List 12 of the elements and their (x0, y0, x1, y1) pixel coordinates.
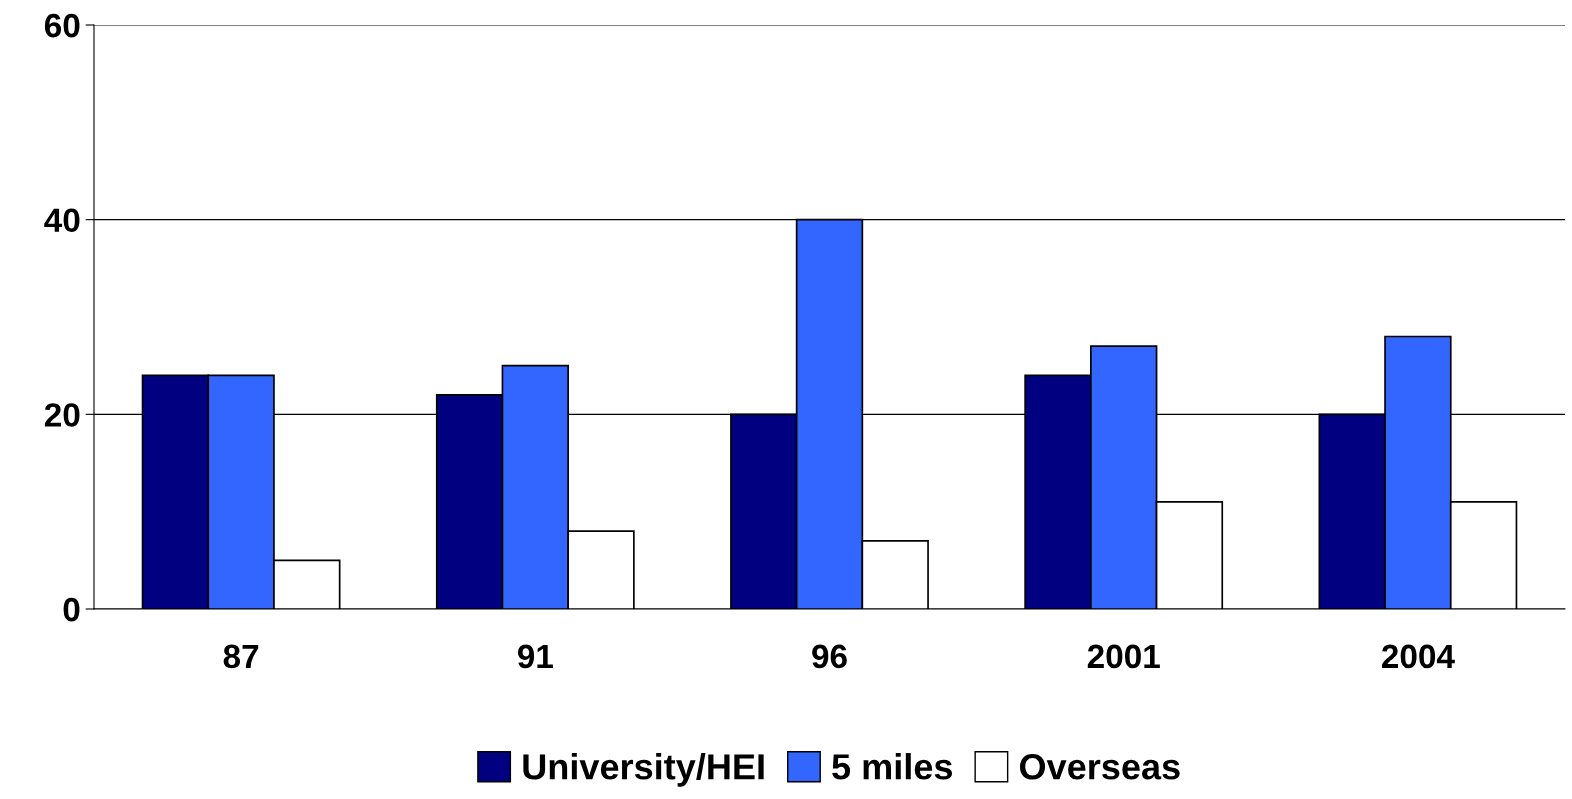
legend-label: University/HEI (523, 753, 764, 787)
x-tick-label: 87 (223, 644, 259, 669)
legend-label: Overseas (1019, 754, 1180, 780)
y-tick-label: 0 (63, 597, 80, 622)
x-tick-label: 91 (517, 644, 553, 669)
legend-label: 5 miles (832, 753, 953, 780)
x-tick-label: 2001 (1087, 644, 1160, 669)
y-tick-label: 40 (44, 208, 80, 233)
x-tick-label: 2004 (1381, 644, 1455, 669)
y-tick-label: 60 (44, 13, 80, 38)
y-tick-label: 20 (44, 403, 80, 427)
x-tick-label: 96 (812, 644, 847, 669)
